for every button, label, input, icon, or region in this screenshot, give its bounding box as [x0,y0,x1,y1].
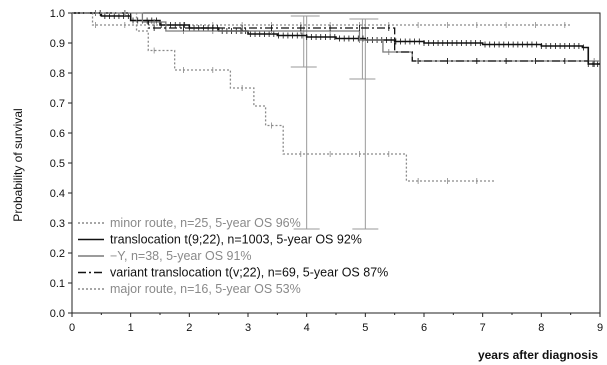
y-tick-label: 0.2 [50,248,65,260]
legend-item: translocation t(9;22), n=1003, 5-year OS… [78,233,362,247]
x-tick-label: 6 [421,322,427,334]
legend-label: translocation t(9;22), n=1003, 5-year OS… [110,233,362,247]
series-line-2 [72,12,600,65]
x-tick-label: 8 [538,322,544,334]
y-tick-label: 0.3 [50,218,65,230]
x-tick-label: 2 [186,322,192,334]
legend-item: −Y, n=38, 5-year OS 91% [78,249,252,263]
x-tick-label: 5 [362,322,368,334]
x-tick-label: 0 [69,322,75,334]
x-tick-label: 7 [480,322,486,334]
confidence-interval [290,15,317,68]
axes: 0 1 2 3 4 5 6 7 8 9 0.0 0.1 0.2 0.3 0.4 0.5 0.6 0.7 0.8 0.9… [50,8,603,334]
x-tick-label: 1 [128,322,134,334]
legend-item: minor route, n=25, 5-year OS 96% [78,216,301,230]
y-tick-label: 0.9 [50,38,65,50]
x-tick-label: 4 [304,322,310,334]
confidence-interval [293,15,320,230]
legend-item: major route, n=16, 5-year OS 53% [78,282,301,296]
legend-item: variant translocation t(v;22), n=69, 5-y… [78,266,388,280]
series-line-4 [72,12,600,65]
legend-label: −Y, n=38, 5-year OS 91% [110,249,252,263]
legend-label: major route, n=16, 5-year OS 53% [110,282,301,296]
x-tick-label: 3 [245,322,251,334]
legend-label: variant translocation t(v;22), n=69, 5-y… [110,266,388,280]
y-tick-label: 0.0 [50,308,65,320]
y-tick-label: 0.8 [50,68,65,80]
series-layer [72,10,600,230]
y-tick-label: 0.5 [50,158,65,170]
confidence-interval [352,18,379,230]
y-tick-label: 0.1 [50,278,65,290]
y-tick-label: 1.0 [50,8,65,20]
y-tick-label: 0.6 [50,128,65,140]
series-line-5 [72,12,495,182]
y-tick-label: 0.7 [50,98,65,110]
legend-label: minor route, n=25, 5-year OS 96% [110,216,301,230]
x-axis-label: years after diagnosis [478,348,598,362]
x-tick-label: 9 [597,322,603,334]
y-tick-label: 0.4 [50,188,65,200]
y-axis-label: Probability of survival [11,108,25,221]
confidence-interval [349,18,376,80]
legend: minor route, n=25, 5-year OS 96% transloc… [78,216,388,296]
